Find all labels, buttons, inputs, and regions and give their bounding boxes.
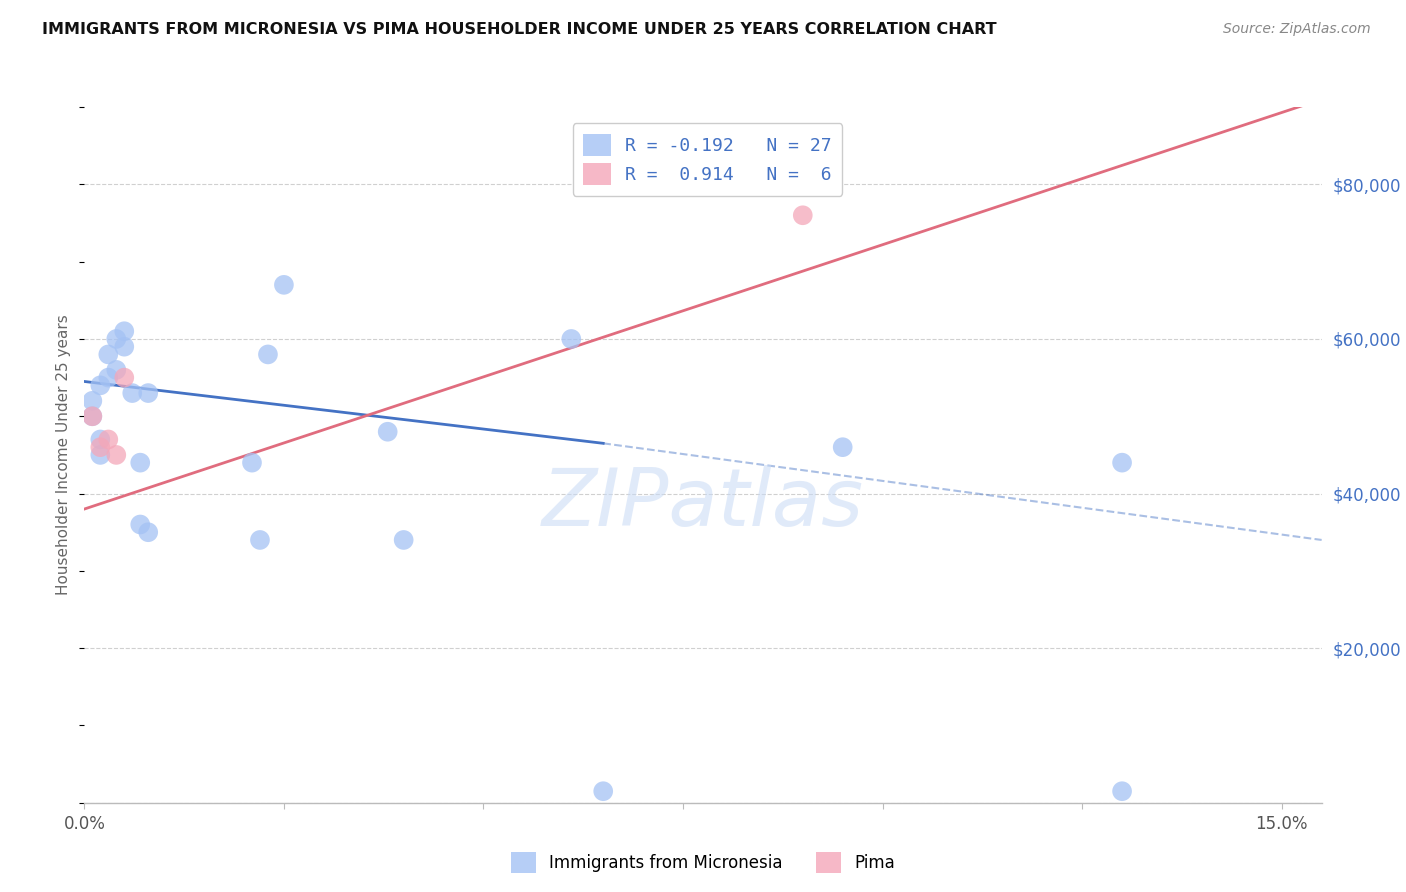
Point (89, 448, 111, 462)
Point (121, 386, 143, 401)
Point (257, 347, 280, 361)
Point (97, 347, 120, 361)
Point (97, 433, 120, 447)
Point (1111, 784, 1133, 798)
Text: Source: ZipAtlas.com: Source: ZipAtlas.com (1223, 22, 1371, 37)
Point (249, 533, 271, 547)
Point (105, 448, 128, 462)
Point (129, 517, 152, 532)
Y-axis label: Householder Income Under 25 years: Householder Income Under 25 years (56, 315, 72, 595)
Point (136, 386, 159, 401)
Point (112, 340, 135, 354)
Point (89, 378, 111, 392)
Text: ZIPatlas: ZIPatlas (541, 465, 865, 542)
Point (831, 440, 853, 454)
Point (136, 525, 159, 540)
Point (105, 363, 128, 377)
Point (792, 208, 814, 222)
Point (97, 370, 120, 384)
Point (129, 456, 152, 470)
Point (82, 409, 104, 424)
Point (392, 533, 415, 547)
Point (112, 370, 135, 384)
Text: IMMIGRANTS FROM MICRONESIA VS PIMA HOUSEHOLDER INCOME UNDER 25 YEARS CORRELATION: IMMIGRANTS FROM MICRONESIA VS PIMA HOUSE… (42, 22, 997, 37)
Point (1111, 456, 1133, 470)
Point (560, 332, 582, 346)
Point (273, 277, 295, 292)
Point (592, 784, 614, 798)
Point (240, 456, 263, 470)
Point (89, 440, 111, 454)
Point (89, 433, 111, 447)
Point (105, 332, 128, 346)
Point (82, 393, 104, 408)
Legend: Immigrants from Micronesia, Pima: Immigrants from Micronesia, Pima (505, 846, 901, 880)
Point (82, 409, 104, 424)
Legend: R = -0.192   N = 27, R =  0.914   N =  6: R = -0.192 N = 27, R = 0.914 N = 6 (572, 123, 842, 196)
Point (377, 425, 399, 439)
Point (112, 324, 135, 338)
